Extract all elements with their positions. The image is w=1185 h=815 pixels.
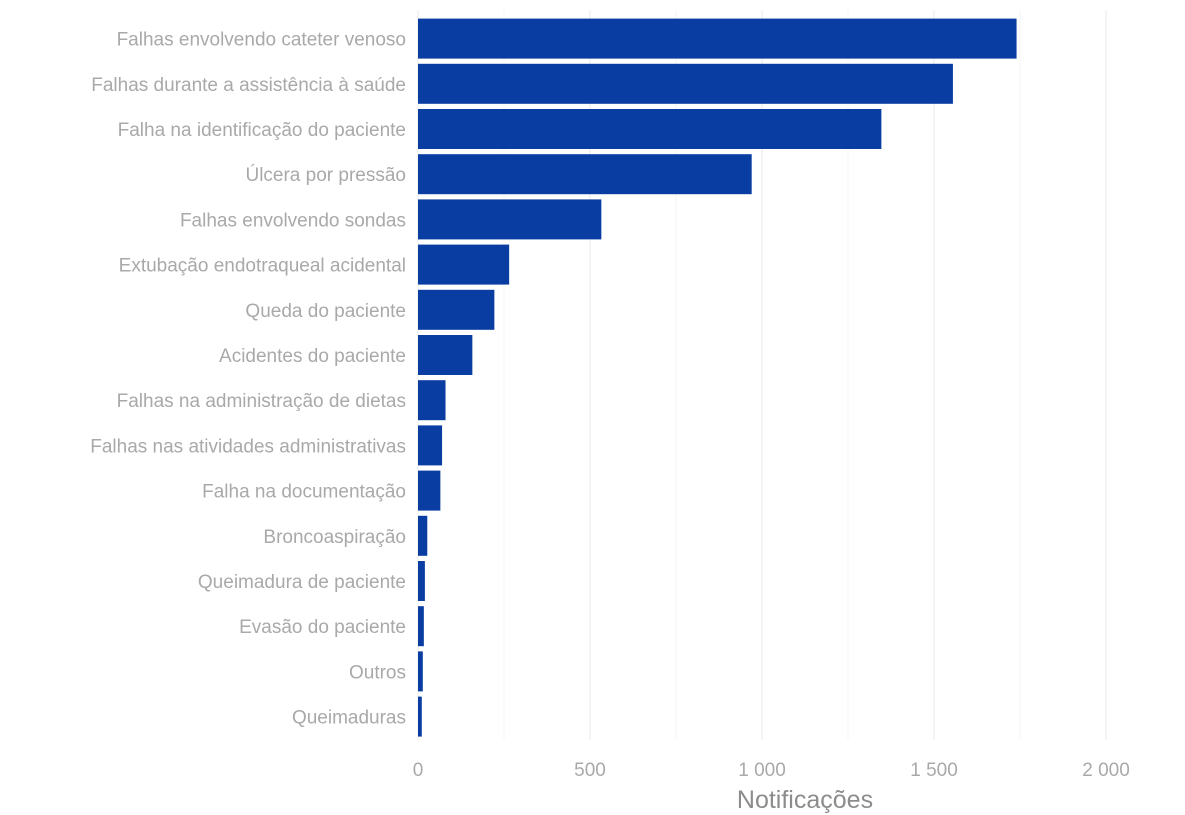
category-label: Falhas envolvendo cateter venoso bbox=[117, 30, 406, 51]
category-label: Extubação endotraqueal acidental bbox=[119, 256, 406, 277]
bar bbox=[418, 425, 443, 466]
category-label: Falhas na administração de dietas bbox=[117, 391, 406, 412]
bar bbox=[418, 154, 752, 195]
category-label: Falhas durante a assistência à saúde bbox=[91, 75, 406, 96]
x-tick-label: 1 500 bbox=[910, 760, 958, 781]
category-label: Acidentes do paciente bbox=[219, 346, 406, 367]
x-tick-label: 0 bbox=[413, 760, 424, 781]
bar bbox=[418, 651, 423, 692]
bar bbox=[418, 515, 428, 556]
category-labels: Falhas envolvendo cateter venoso Falhas d… bbox=[90, 30, 406, 729]
bar bbox=[418, 199, 602, 240]
category-label: Queimaduras bbox=[292, 708, 406, 729]
bar bbox=[418, 244, 510, 285]
bar bbox=[418, 109, 882, 149]
x-tick-label: 500 bbox=[574, 760, 606, 781]
category-label: Queimadura de paciente bbox=[198, 572, 406, 593]
x-tick-label: 1 000 bbox=[738, 760, 786, 781]
bar bbox=[418, 18, 1017, 59]
category-label: Úlcera por pressão bbox=[245, 164, 406, 186]
bar bbox=[418, 380, 446, 421]
category-label: Falhas envolvendo sondas bbox=[180, 210, 406, 231]
category-label: Falha na documentação bbox=[202, 482, 406, 503]
category-label: Evasão do paciente bbox=[239, 617, 406, 638]
bar bbox=[418, 561, 425, 601]
category-label: Falhas nas atividades administrativas bbox=[90, 436, 406, 457]
bar bbox=[418, 335, 473, 375]
bar bbox=[418, 696, 422, 737]
category-label: Broncoaspiração bbox=[263, 527, 406, 548]
x-axis-title: Notificações bbox=[737, 786, 873, 814]
category-label: Outros bbox=[349, 662, 406, 683]
bar bbox=[418, 606, 424, 647]
bar bbox=[418, 63, 953, 104]
category-label: Queda do paciente bbox=[245, 301, 406, 322]
category-label: Falha na identificação do paciente bbox=[118, 120, 406, 141]
x-tick-label: 2 000 bbox=[1082, 760, 1130, 781]
x-tick-labels: 0 500 1 000 1 500 2 000 bbox=[413, 760, 1130, 781]
bar bbox=[418, 289, 495, 330]
bars bbox=[418, 18, 1017, 737]
bar bbox=[418, 470, 441, 511]
